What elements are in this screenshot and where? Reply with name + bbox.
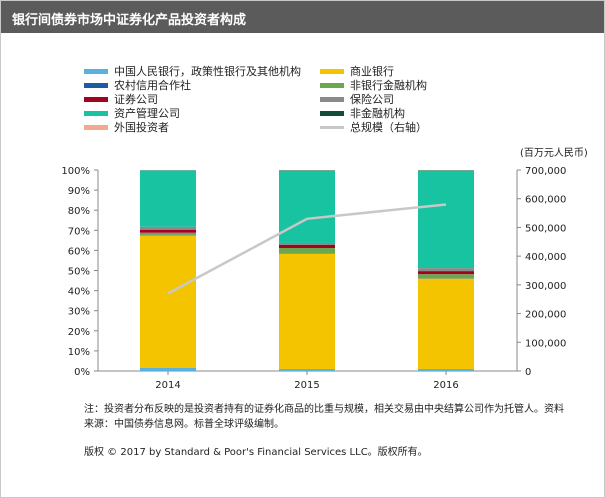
- copyright-text: 版权 © 2017 by Standard & Poor's Financial…: [84, 447, 428, 458]
- legend-label: 资产管理公司: [114, 107, 180, 120]
- bar-segment: [418, 271, 474, 275]
- left-tick-label: 50%: [68, 267, 90, 278]
- legend-label: 保险公司: [350, 93, 394, 106]
- legend-item: 中国人民银行，政策性银行及其他机构: [84, 64, 301, 78]
- right-tick-label: 600,000: [525, 195, 566, 206]
- bar-segment: [140, 235, 196, 368]
- right-tick-label: 400,000: [525, 252, 566, 263]
- legend-item: 农村信用合作社: [84, 78, 191, 92]
- legend-swatch: [84, 124, 108, 130]
- bar-segment: [279, 244, 335, 248]
- legend-swatch: [320, 82, 344, 88]
- bar-segment: [418, 268, 474, 272]
- bar-segment: [140, 226, 196, 230]
- legend-label: 商业银行: [350, 65, 394, 78]
- legend-label: 农村信用合作社: [114, 79, 191, 92]
- left-tick-label: 30%: [68, 307, 90, 318]
- bar-segment: [279, 368, 335, 371]
- title-bar: 银行间债券市场中证券化产品投资者构成: [1, 1, 604, 33]
- bar-segment: [140, 232, 196, 235]
- bars-group: [140, 170, 474, 371]
- legend-swatch: [320, 110, 344, 116]
- bar-segment: [418, 368, 474, 371]
- left-tick-label: 90%: [68, 186, 90, 197]
- x-tick-label: 2016: [433, 380, 458, 391]
- axis-labels-group: 2014 2015 2016 0% 10% 20% 30% 40% 50% 60% 70% 80% 90…: [61, 166, 566, 391]
- legend-item: 商业银行: [320, 64, 394, 78]
- bar-segment: [140, 170, 196, 227]
- legend-item: 总规模（右轴）: [320, 120, 427, 134]
- legend-label: 总规模（右轴）: [350, 121, 427, 134]
- x-tick-label: 2015: [294, 380, 319, 391]
- legend-swatch: [320, 96, 344, 102]
- left-tick-label: 70%: [68, 226, 90, 237]
- left-tick-label: 0%: [74, 367, 90, 378]
- bar-segment: [418, 274, 474, 279]
- total-scale-line: [167, 203, 447, 295]
- left-tick-label: 100%: [61, 166, 90, 177]
- right-tick-label: 300,000: [525, 281, 566, 292]
- left-tick-label: 20%: [68, 327, 90, 338]
- left-tick-label: 60%: [68, 246, 90, 257]
- legend-swatch: [84, 96, 108, 102]
- bar-segment: [279, 253, 335, 369]
- legend-swatch: [320, 68, 344, 74]
- left-tick-label: 40%: [68, 287, 90, 298]
- right-tick-label: 500,000: [525, 223, 566, 234]
- right-tick-label: 200,000: [525, 310, 566, 321]
- bar-segment: [418, 278, 474, 369]
- footnote: 注：投资者分布反映的是投资者持有的证券化商品的比重与规模，相关交易由中央结算公司…: [84, 404, 564, 430]
- bar-segment: [418, 170, 474, 269]
- legend-label: 中国人民银行，政策性银行及其他机构: [114, 65, 301, 78]
- bar-segment: [279, 242, 335, 245]
- bar-segment: [279, 247, 335, 254]
- legend-item: 外国投资者: [84, 120, 169, 134]
- left-tick-label: 80%: [68, 206, 90, 217]
- left-tick-label: 10%: [68, 347, 90, 358]
- chart-title: 银行间债券市场中证券化产品投资者构成: [12, 13, 247, 28]
- legend-label: 外国投资者: [114, 121, 169, 134]
- right-tick-label: 0: [525, 367, 531, 378]
- right-tick-label: 100,000: [525, 338, 566, 349]
- legend-swatch: [84, 68, 108, 74]
- right-axis-unit-label: (百万元人民币): [520, 147, 588, 159]
- bar-segment: [140, 229, 196, 233]
- legend-swatch: [84, 82, 108, 88]
- legend-item: 证券公司: [84, 92, 158, 106]
- right-tick-label: 700,000: [525, 166, 566, 177]
- legend-item: 非银行金融机构: [320, 78, 427, 92]
- x-tick-label: 2014: [155, 380, 180, 391]
- bar-segment: [140, 367, 196, 371]
- bar-segment: [140, 234, 196, 236]
- legend-label: 证券公司: [114, 93, 158, 106]
- legend-item: 保险公司: [320, 92, 394, 106]
- bar-segment: [279, 170, 335, 243]
- legend-item: 资产管理公司: [84, 106, 180, 120]
- legend-swatch: [84, 110, 108, 116]
- legend-label: 非金融机构: [350, 107, 405, 120]
- legend-label: 非银行金融机构: [350, 79, 427, 92]
- legend-item: 非金融机构: [320, 106, 405, 120]
- legend-swatch: [320, 125, 344, 129]
